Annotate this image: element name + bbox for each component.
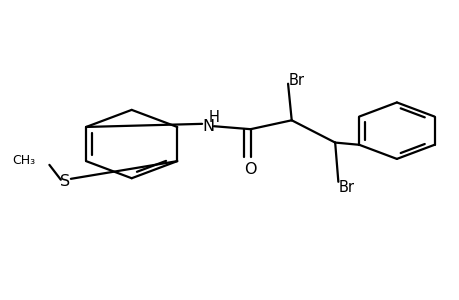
Text: CH₃: CH₃ — [12, 154, 36, 167]
Text: H: H — [208, 110, 219, 125]
Text: N: N — [202, 119, 213, 134]
Text: Br: Br — [288, 73, 304, 88]
Text: S: S — [60, 174, 70, 189]
Text: Br: Br — [338, 180, 354, 195]
Text: O: O — [244, 162, 256, 177]
